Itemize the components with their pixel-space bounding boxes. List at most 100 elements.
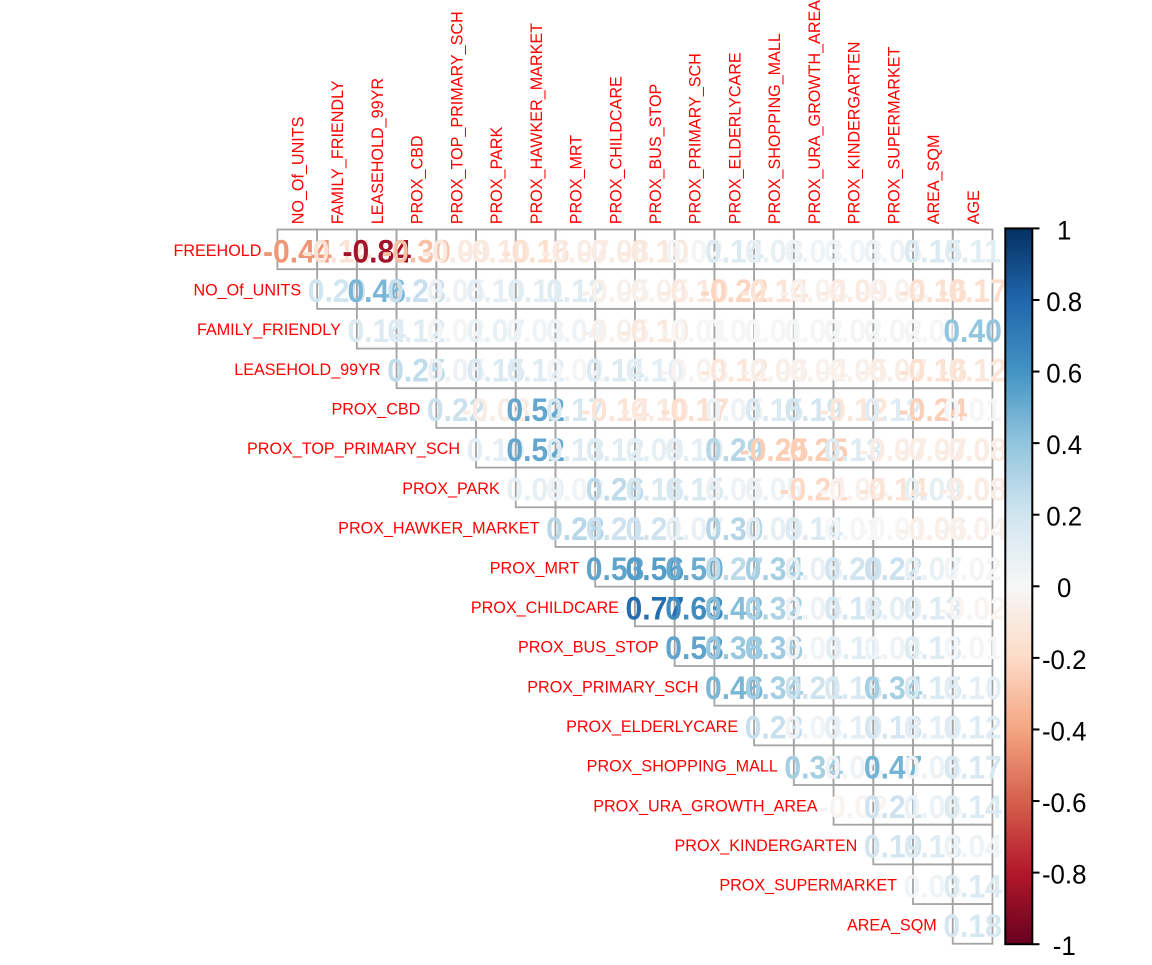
svg-text:-0.09: -0.09	[422, 234, 491, 270]
svg-text:0.01: 0.01	[943, 392, 1002, 428]
svg-text:-0.05: -0.05	[621, 273, 690, 309]
svg-text:PROX_CHILDCARE: PROX_CHILDCARE	[471, 598, 619, 617]
svg-text:-0.44: -0.44	[263, 234, 332, 270]
svg-text:0.09: 0.09	[506, 472, 565, 508]
svg-text:0.13: 0.13	[904, 591, 963, 627]
svg-text:LEASEHOLD_99YR: LEASEHOLD_99YR	[368, 78, 387, 224]
svg-text:0.4: 0.4	[1046, 429, 1082, 460]
svg-text:0.11: 0.11	[825, 630, 882, 666]
svg-text:-0.02: -0.02	[819, 789, 888, 825]
svg-text:PROX_KINDERGARTEN: PROX_KINDERGARTEN	[844, 42, 863, 225]
svg-text:PROX_CBD: PROX_CBD	[331, 399, 420, 418]
svg-text:0.14: 0.14	[347, 313, 406, 349]
svg-text:PROX_MRT: PROX_MRT	[566, 135, 585, 224]
svg-text:0.14: 0.14	[943, 868, 1002, 904]
svg-text:0.05: 0.05	[705, 472, 764, 508]
svg-text:0.05: 0.05	[705, 392, 764, 428]
svg-text:0.02: 0.02	[784, 313, 843, 349]
svg-text:-0.12: -0.12	[938, 353, 1007, 389]
svg-text:0.21: 0.21	[626, 511, 685, 547]
svg-text:0.40: 0.40	[943, 313, 1002, 349]
svg-text:0.32: 0.32	[745, 591, 804, 627]
svg-text:0.20: 0.20	[824, 551, 883, 587]
svg-text:0.01: 0.01	[705, 313, 764, 349]
svg-text:-0.07: -0.07	[859, 432, 928, 468]
svg-text:PROX_PARK: PROX_PARK	[487, 127, 506, 225]
svg-text:0.07: 0.07	[904, 551, 963, 587]
svg-text:0.03: 0.03	[784, 630, 843, 666]
svg-text:0.05: 0.05	[784, 591, 843, 627]
svg-text:0.46: 0.46	[347, 273, 406, 309]
svg-text:0.04: 0.04	[824, 749, 883, 785]
svg-text:0.50: 0.50	[665, 551, 724, 587]
svg-text:0.09: 0.09	[904, 472, 963, 508]
svg-text:0.8: 0.8	[1046, 286, 1082, 317]
svg-text:PROX_SUPERMARKET: PROX_SUPERMARKET	[884, 47, 903, 225]
svg-text:-0.25: -0.25	[779, 432, 848, 468]
svg-text:0.09: 0.09	[626, 432, 685, 468]
svg-text:-0.01: -0.01	[660, 313, 729, 349]
svg-text:0.01: 0.01	[824, 511, 883, 547]
svg-text:-0.08: -0.08	[938, 432, 1007, 468]
svg-text:0.10: 0.10	[467, 273, 526, 309]
svg-text:0.12: 0.12	[586, 432, 645, 468]
svg-text:-0.14: -0.14	[581, 392, 650, 428]
svg-text:0.15: 0.15	[665, 472, 724, 508]
svg-text:0.10: 0.10	[904, 710, 963, 746]
svg-text:0.23: 0.23	[387, 273, 446, 309]
svg-text:-0.24: -0.24	[899, 392, 968, 428]
svg-text:0.10: 0.10	[665, 432, 724, 468]
svg-text:0.12: 0.12	[506, 353, 565, 389]
svg-text:-0.07: -0.07	[541, 234, 610, 270]
svg-text:PROX_ELDERLYCARE: PROX_ELDERLYCARE	[725, 52, 744, 224]
svg-text:0.43: 0.43	[705, 591, 764, 627]
svg-text:PROX_CHILDCARE: PROX_CHILDCARE	[606, 76, 625, 224]
svg-text:-0.21: -0.21	[779, 472, 848, 508]
svg-text:0.15: 0.15	[467, 353, 526, 389]
svg-text:0.21: 0.21	[784, 670, 843, 706]
svg-text:AREA_SQM: AREA_SQM	[847, 915, 937, 934]
svg-text:LEASEHOLD_99YR: LEASEHOLD_99YR	[234, 360, 380, 379]
svg-text:NO_Of_UNITS: NO_Of_UNITS	[193, 280, 301, 299]
svg-text:0.53: 0.53	[586, 551, 645, 587]
svg-text:0.13: 0.13	[904, 829, 963, 865]
svg-text:0.52: 0.52	[506, 432, 565, 468]
svg-text:-0.2: -0.2	[1042, 644, 1087, 675]
svg-text:PROX_HAWKER_MARKET: PROX_HAWKER_MARKET	[338, 518, 539, 537]
svg-text:-0.8: -0.8	[1042, 859, 1087, 890]
svg-text:0.21: 0.21	[864, 789, 923, 825]
svg-text:0.12: 0.12	[387, 313, 446, 349]
svg-text:0.15: 0.15	[904, 670, 963, 706]
svg-text:PROX_ELDERLYCARE: PROX_ELDERLYCARE	[566, 717, 738, 736]
svg-text:-0.01: -0.01	[859, 511, 928, 547]
svg-text:-0.08: -0.08	[462, 392, 531, 428]
svg-text:PROX_PRIMARY_SCH: PROX_PRIMARY_SCH	[685, 53, 704, 224]
svg-text:-0.04: -0.04	[779, 353, 848, 389]
svg-text:0.01: 0.01	[745, 313, 804, 349]
svg-text:PROX_TOP_PRIMARY_SCH: PROX_TOP_PRIMARY_SCH	[447, 11, 466, 224]
svg-text:0.52: 0.52	[506, 392, 565, 428]
svg-text:-0.16: -0.16	[501, 234, 570, 270]
svg-text:0.22: 0.22	[864, 551, 923, 587]
svg-text:-0.10: -0.10	[462, 234, 531, 270]
svg-text:0.08: 0.08	[745, 234, 804, 270]
svg-text:0.11: 0.11	[507, 273, 564, 309]
svg-text:-0.04: -0.04	[779, 273, 848, 309]
svg-text:PROX_MRT: PROX_MRT	[490, 558, 579, 577]
svg-text:1: 1	[1057, 215, 1071, 246]
svg-text:-0.05: -0.05	[581, 313, 650, 349]
svg-text:0.16: 0.16	[626, 472, 685, 508]
svg-text:0.01: 0.01	[943, 630, 1002, 666]
svg-text:0.12: 0.12	[546, 273, 605, 309]
svg-text:-0.10: -0.10	[621, 313, 690, 349]
svg-text:AGE: AGE	[963, 190, 982, 224]
svg-text:0.17: 0.17	[546, 392, 605, 428]
svg-text:PROX_BUS_STOP: PROX_BUS_STOP	[646, 84, 665, 225]
svg-text:0.29: 0.29	[705, 432, 764, 468]
svg-text:PROX_CBD: PROX_CBD	[407, 135, 426, 224]
svg-text:0.05: 0.05	[745, 472, 804, 508]
svg-text:FREEHOLD: FREEHOLD	[173, 240, 261, 259]
svg-text:0.11: 0.11	[944, 234, 1001, 270]
svg-text:0.77: 0.77	[626, 591, 685, 627]
svg-text:0.63: 0.63	[665, 591, 724, 627]
